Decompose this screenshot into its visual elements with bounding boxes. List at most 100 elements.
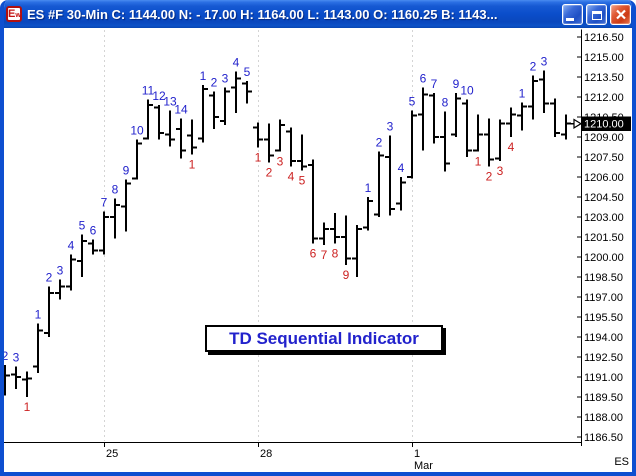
maximize-icon	[591, 10, 602, 20]
td-count-label: 2	[211, 76, 218, 90]
ohlc-bar	[165, 110, 175, 147]
window-controls	[562, 3, 631, 25]
td-count-label: 10	[130, 124, 144, 138]
td-count-label: 3	[222, 72, 229, 86]
y-axis-label: 1209.00	[584, 132, 624, 144]
x-axis-label: 1	[414, 448, 420, 460]
ohlc-bar	[55, 279, 65, 300]
td-count-label: 3	[541, 54, 548, 68]
y-axis-label: 1212.00	[584, 92, 624, 104]
td-count-label: 5	[244, 65, 251, 79]
td-annotation-box[interactable]: TD Sequential Indicator	[205, 325, 443, 352]
ohlc-bar	[374, 151, 384, 217]
ohlc-bar	[132, 139, 142, 180]
td-count-label: 14	[174, 102, 188, 116]
last-price-arrow-icon	[573, 118, 583, 129]
price-chart[interactable]: 2311234567891011121314112345123456789123…	[4, 28, 632, 472]
title-bar[interactable]: Ew ES #F 30-Min C: 1144.00 N: - 17.00 H:…	[4, 0, 632, 28]
app-icon: Ew	[6, 6, 22, 22]
td-count-label: 4	[233, 56, 240, 70]
maximize-button[interactable]	[586, 3, 607, 25]
y-axis-label: 1189.50	[584, 392, 623, 404]
y-axis-label: 1194.00	[584, 332, 623, 344]
ohlc-bar	[99, 211, 109, 255]
ohlc-bar	[396, 177, 406, 211]
td-count-label: 6	[90, 224, 97, 238]
y-axis-label: 1206.00	[584, 172, 624, 184]
y-axis-label: 1207.50	[584, 152, 624, 164]
td-count-label: 3	[497, 164, 504, 178]
window-title: ES #F 30-Min C: 1144.00 N: - 17.00 H: 11…	[27, 6, 498, 22]
td-count-label: 1	[200, 69, 207, 83]
y-axis-label: 1213.50	[584, 72, 624, 84]
y-axis-label: 1195.50	[584, 312, 623, 324]
td-count-label: 7	[321, 248, 328, 262]
td-count-label: 9	[453, 77, 460, 91]
ohlc-bar	[242, 81, 252, 104]
ohlc-bar	[110, 198, 120, 239]
td-count-label: 1	[255, 151, 262, 165]
minimize-button[interactable]	[562, 3, 583, 25]
td-count-label: 1	[475, 155, 482, 169]
y-axis-label: 1186.50	[584, 432, 623, 444]
close-icon	[615, 9, 626, 19]
td-count-label: 4	[398, 161, 405, 175]
ohlc-bar	[66, 254, 76, 291]
ohlc-bar	[33, 323, 43, 373]
ohlc-bar	[506, 107, 516, 137]
td-count-label: 7	[101, 196, 108, 210]
ohlc-bar	[385, 135, 395, 216]
td-count-label: 9	[123, 164, 130, 178]
ohlc-bar	[88, 239, 98, 255]
td-count-label: 8	[332, 247, 339, 261]
td-count-label: 3	[57, 264, 64, 278]
y-axis-label: 1203.00	[584, 212, 624, 224]
minimize-icon	[565, 17, 574, 21]
ohlc-bar	[330, 213, 340, 244]
y-axis-label: 1192.50	[584, 352, 623, 364]
y-axis-label: 1216.50	[584, 32, 624, 44]
last-price-badge	[582, 116, 631, 131]
td-count-label: 5	[409, 94, 416, 108]
td-count-label: 3	[13, 350, 20, 364]
td-count-label: 10	[460, 84, 474, 98]
td-count-label: 1	[365, 181, 372, 195]
td-count-label: 4	[68, 238, 75, 252]
td-count-label: 1	[24, 400, 31, 414]
ohlc-bar	[22, 371, 32, 397]
close-button[interactable]	[610, 3, 631, 25]
td-count-label: 2	[486, 169, 493, 183]
ohlc-bar	[539, 70, 549, 113]
ohlc-bar	[473, 114, 483, 152]
ohlc-bar	[264, 123, 274, 163]
td-count-label: 13	[163, 94, 177, 108]
ohlc-bar	[220, 87, 230, 125]
td-count-label: 9	[343, 268, 350, 282]
ohlc-bar	[429, 93, 439, 144]
td-count-label: 3	[387, 120, 394, 134]
ohlc-bar	[528, 75, 538, 120]
td-count-label: 3	[277, 155, 284, 169]
x-axis-label: 28	[260, 448, 272, 460]
y-axis-label: 1201.50	[584, 232, 624, 244]
td-count-label: 7	[431, 77, 438, 91]
y-axis-label: 1215.00	[584, 52, 624, 64]
ohlc-bar	[407, 110, 417, 179]
ohlc-bar	[352, 225, 362, 277]
td-count-label: 2	[46, 270, 53, 284]
ohlc-bar	[154, 105, 164, 140]
td-count-label: 1	[189, 157, 196, 171]
ohlc-bar	[209, 91, 219, 129]
y-axis-label: 1197.00	[584, 292, 623, 304]
ohlc-bar	[561, 114, 571, 140]
td-count-label: 1	[35, 308, 42, 322]
td-count-label: 5	[79, 218, 86, 232]
x-axis-sublabel: Mar	[414, 460, 433, 472]
td-count-label: 2	[376, 136, 383, 150]
chart-area: 2311234567891011121314112345123456789123…	[4, 28, 632, 472]
ohlc-bar	[4, 365, 10, 396]
ohlc-bar	[143, 99, 153, 140]
ohlc-bar	[550, 98, 560, 137]
ohlc-bar	[462, 99, 472, 157]
